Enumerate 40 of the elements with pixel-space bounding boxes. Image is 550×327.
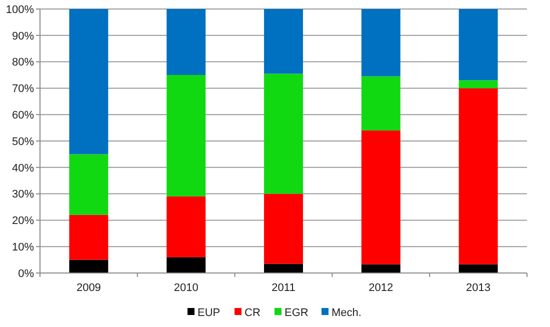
- bar: [166, 75, 206, 196]
- y-tick-label: 100%: [6, 4, 34, 16]
- y-tick-label: 90%: [12, 30, 34, 42]
- bar: [264, 74, 303, 194]
- bar: [69, 154, 108, 215]
- y-tick-label: 70%: [12, 83, 34, 96]
- bar: [166, 257, 206, 273]
- x-tick-label: 2013: [466, 282, 491, 294]
- bar: [458, 80, 498, 88]
- legend-label: CR: [244, 307, 260, 319]
- bar: [458, 9, 498, 80]
- bar: [361, 130, 400, 264]
- bar: [361, 264, 400, 273]
- bar: [166, 196, 206, 258]
- y-tick-label: 20%: [12, 215, 34, 228]
- legend-label: EGR: [284, 307, 308, 319]
- y-tick-label: 80%: [12, 56, 34, 69]
- y-tick-label: 10%: [12, 241, 34, 254]
- bar: [69, 260, 108, 273]
- y-tick-label: 50%: [12, 136, 34, 148]
- y-tick-label: 60%: [12, 109, 34, 122]
- bar: [458, 88, 498, 264]
- x-tick-label: 2010: [174, 282, 198, 294]
- bar: [361, 76, 400, 130]
- legend-label: Mech.: [332, 307, 362, 319]
- y-tick-label: 30%: [12, 188, 34, 201]
- bar: [264, 9, 303, 74]
- bar: [264, 194, 303, 264]
- y-tick-label: 0%: [18, 268, 34, 280]
- y-tick-label: 40%: [12, 162, 34, 174]
- bar: [361, 9, 400, 76]
- x-tick-label: 2012: [368, 282, 394, 294]
- bar: [69, 214, 108, 260]
- bar: [264, 264, 303, 273]
- bar: [166, 9, 206, 75]
- bar: [458, 264, 498, 273]
- bar: [69, 9, 108, 154]
- x-tick-label: 2009: [76, 282, 101, 294]
- x-tick-label: 2011: [272, 282, 296, 294]
- legend-label: EUP: [198, 307, 220, 319]
